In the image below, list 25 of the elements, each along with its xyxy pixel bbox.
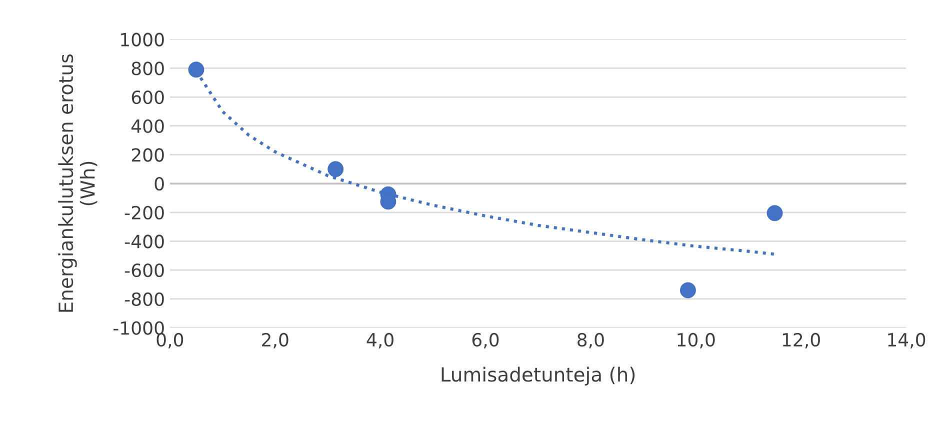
y-tick-label: 800 [132, 62, 164, 76]
y-tick-label: 600 [132, 90, 164, 104]
point [680, 282, 696, 298]
y-tick-label: -200 [124, 206, 164, 220]
x-tick-label: 2,0 [262, 332, 288, 348]
y-tick-label: -800 [124, 292, 164, 306]
y-axis-title: Energiankulutuksen erotus (Wh) [58, 54, 98, 312]
y-tick-label: -600 [124, 264, 164, 278]
x-tick-label: 10,0 [678, 332, 715, 348]
x-tick-label: 6,0 [472, 332, 499, 348]
y-tick-label: -400 [124, 234, 164, 248]
point [188, 62, 204, 78]
y-tick-label: 200 [132, 148, 164, 162]
point [766, 205, 783, 222]
x-tick-label: 8,0 [578, 332, 604, 348]
point [328, 161, 344, 178]
x-tick-label: 0,0 [156, 332, 184, 348]
x-tick-label: 4,0 [366, 332, 394, 348]
x-tick-label: 12,0 [782, 332, 820, 348]
y-tick-label: -1000 [113, 321, 164, 335]
y-tick-label: 400 [131, 119, 164, 133]
x-axis-title: Lumisadetunteja (h) [442, 366, 635, 386]
x-tick-label: 14,0 [888, 332, 926, 348]
y-tick-label: 0 [154, 177, 164, 191]
y-tick-label: 1000 [121, 32, 164, 46]
